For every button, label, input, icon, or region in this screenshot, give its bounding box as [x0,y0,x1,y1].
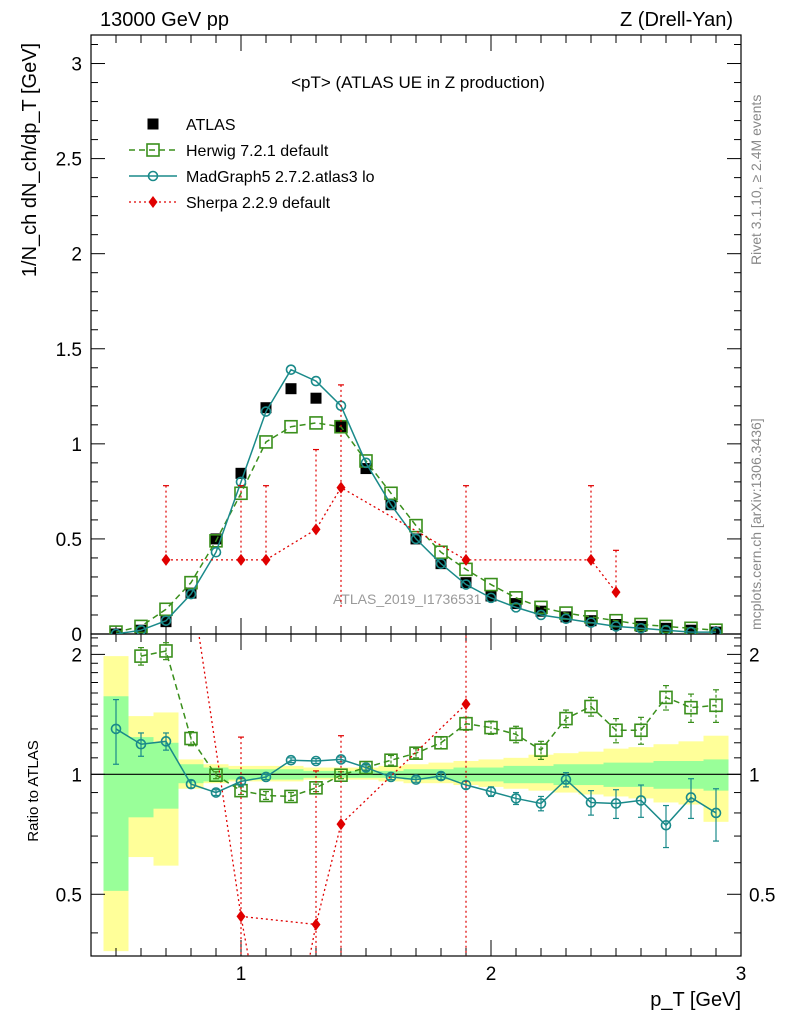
main-y-tick-label: 2 [71,245,82,266]
main-y-tick-label: 0.5 [56,530,82,551]
legend-label-madgraph: MadGraph5 2.7.2.atlas3 lo [186,169,375,186]
header-right: Z (Drell-Yan) [620,9,733,31]
main-y-axis-label: 1/N_ch dN_ch/dp_T [GeV] [19,43,41,277]
main-chart-title: <pT> (ATLAS UE in Z production) [291,73,545,92]
legend-label-herwig: Herwig 7.2.1 default [186,143,329,160]
main-y-tick-label: 1.5 [56,340,82,361]
x-axis-label: p_T [GeV] [650,989,741,1011]
legend-label-data: ATLAS [186,117,236,134]
ratio-y-tick-label-left: 2 [71,645,82,666]
legend-marker-data [148,119,159,130]
legend-label-sherpa: Sherpa 2.2.9 default [186,195,331,212]
ratio-y-tick-label-right: 1 [749,765,760,786]
ratio-y-tick-label-left: 1 [71,765,82,786]
ratio-y-tick-label-left: 0.5 [56,885,82,906]
main-y-tick-label: 3 [71,55,82,76]
ratio-y-tick-label-right: 0.5 [749,885,775,906]
plot-canvas: 13000 GeV pp Z (Drell-Yan) Rivet 3.1.10,… [0,0,786,1024]
main-data-marker [286,383,297,394]
mcplots-side-label: mcplots.cern.ch [arXiv:1306.3436] [748,418,764,630]
band-inner-bin [154,743,179,809]
ratio-y-tick-label-right: 2 [749,645,760,666]
main-data-marker [311,393,322,404]
x-tick-label: 2 [486,964,497,985]
band-inner-bin [704,759,729,790]
x-tick-label: 3 [736,964,747,985]
x-tick-label: 1 [236,964,247,985]
analysis-watermark: ATLAS_2019_I1736531 [333,591,482,607]
rivet-side-label: Rivet 3.1.10, ≥ 2.4M events [748,95,764,265]
header-left: 13000 GeV pp [100,9,229,31]
main-y-tick-label: 0 [71,625,82,646]
main-y-tick-label: 1 [71,435,82,456]
ratio-y-axis-label: Ratio to ATLAS [25,740,42,841]
main-y-tick-label: 2.5 [56,150,82,171]
